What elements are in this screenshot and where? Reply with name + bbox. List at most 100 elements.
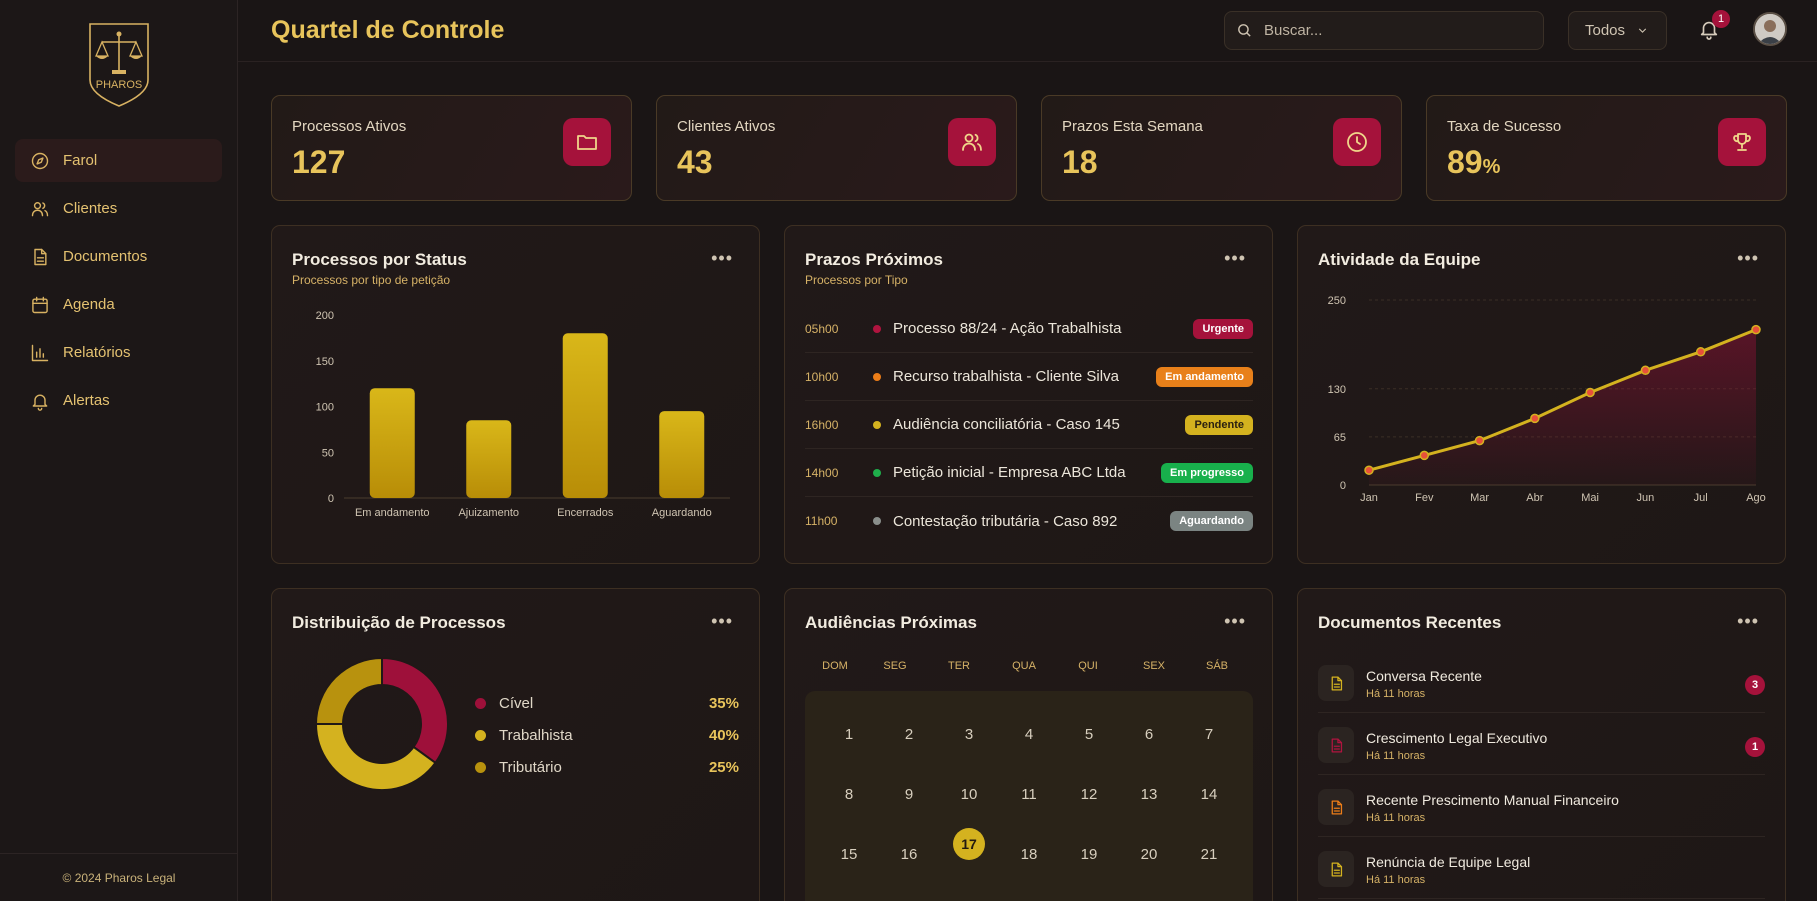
sidebar-item-alertas[interactable]: Alertas: [15, 379, 222, 422]
sidebar-item-clientes[interactable]: Clientes: [15, 187, 222, 230]
sidebar-item-agenda[interactable]: Agenda: [15, 283, 222, 326]
bell-icon: [1700, 21, 1718, 40]
more-options-icon[interactable]: •••: [1224, 248, 1246, 268]
pie-slice[interactable]: [314, 723, 437, 791]
deadline-time: 14h00: [805, 465, 839, 480]
deadline-row[interactable]: 10h00 Recurso trabalhista - Cliente Silva…: [805, 353, 1253, 401]
document-row[interactable]: Renúncia de Equipe Legal Há 11 horas: [1318, 845, 1765, 899]
series-line: [1368, 328, 1757, 472]
search-input[interactable]: [1264, 22, 1524, 39]
bar[interactable]: [369, 388, 415, 498]
calendar-day[interactable]: 8: [844, 786, 854, 803]
more-options-icon[interactable]: •••: [1737, 611, 1759, 631]
bar[interactable]: [562, 333, 608, 498]
bar[interactable]: [466, 420, 512, 498]
calendar-day[interactable]: 5: [1084, 726, 1094, 743]
calendar-day[interactable]: 18: [1020, 846, 1038, 863]
calendar-day[interactable]: 11: [1021, 786, 1037, 803]
notifications-button[interactable]: [1698, 18, 1722, 42]
calendar-day[interactable]: 6: [1144, 726, 1154, 743]
status-badge: Em progresso: [1161, 462, 1253, 483]
pie-slice[interactable]: [381, 656, 449, 765]
bar[interactable]: [659, 411, 705, 498]
sidebar-item-relatorios[interactable]: Relatórios: [15, 331, 222, 374]
more-options-icon[interactable]: •••: [711, 248, 733, 268]
calendar-weekday: QUA: [1012, 660, 1036, 672]
calendar-day[interactable]: 14: [1200, 786, 1218, 803]
sidebar-item-documentos[interactable]: Documentos: [15, 235, 222, 278]
y-tick-label: 50: [322, 447, 334, 459]
data-point[interactable]: [1585, 387, 1595, 398]
legend-value: 40%: [708, 726, 739, 744]
x-tick-label: Aguardando: [652, 507, 712, 519]
calendar-day[interactable]: 13: [1140, 786, 1158, 803]
calendar-weekday: SÁB: [1205, 660, 1228, 672]
user-avatar-icon: [1755, 14, 1785, 44]
calendar-day[interactable]: 10: [960, 786, 978, 803]
calendar-day[interactable]: 9: [904, 786, 914, 803]
data-point[interactable]: [1474, 435, 1485, 446]
x-tick-label: Encerrados: [557, 507, 614, 519]
legend-item: Tributário 25%: [475, 757, 739, 777]
calendar-day[interactable]: 1: [844, 726, 854, 743]
stat-value: 89%: [1447, 144, 1501, 180]
data-point[interactable]: [1364, 465, 1374, 475]
x-tick-label: Ajuizamento: [458, 507, 519, 519]
stat-label: Clientes Ativos: [677, 118, 776, 135]
calendar-day[interactable]: 2: [904, 726, 914, 743]
calendar-day[interactable]: 21: [1200, 846, 1218, 863]
bell-icon: [32, 394, 48, 411]
legend-swatch: [475, 761, 486, 773]
deadline-row[interactable]: 14h00 Petição inicial - Empresa ABC Ltda E…: [805, 449, 1253, 497]
more-options-icon[interactable]: •••: [1224, 611, 1246, 631]
calendar-day[interactable]: 16: [900, 846, 918, 863]
stat-icon-box: [1718, 118, 1766, 166]
avatar[interactable]: [1753, 12, 1787, 46]
data-point[interactable]: [1640, 365, 1651, 376]
calendar-day[interactable]: 15: [840, 846, 858, 863]
calendar-day[interactable]: 7: [1204, 726, 1214, 743]
document-row[interactable]: Recente Prescimento Manual Financeiro Há …: [1318, 783, 1765, 837]
more-options-icon[interactable]: •••: [1737, 248, 1759, 268]
calendar-day[interactable]: 4: [1024, 726, 1034, 743]
document-title: Recente Prescimento Manual Financeiro: [1366, 792, 1619, 808]
deadline-row[interactable]: 16h00 Audiência conciliatória - Caso 145 P…: [805, 401, 1253, 449]
deadline-title: Audiência conciliatória - Caso 145: [893, 416, 1120, 433]
area-fill: [1369, 329, 1756, 485]
calendar-day-today[interactable]: 17: [953, 828, 985, 860]
legend-swatch: [475, 697, 486, 709]
sidebar-nav: Farol Clientes Documentos Agenda Relatór…: [15, 139, 222, 427]
card-subtitle: Processos por Tipo: [805, 273, 908, 287]
document-icon-box: [1318, 789, 1354, 825]
document-row[interactable]: Conversa Recente Há 11 horas 3: [1318, 659, 1765, 713]
document-title: Renúncia de Equipe Legal: [1366, 854, 1531, 870]
data-point[interactable]: [1751, 324, 1761, 335]
document-icon-box: [1318, 665, 1354, 701]
distribution-card: Distribuição de Processos ••• Cível 35% Tr…: [271, 588, 760, 901]
data-point[interactable]: [1530, 413, 1540, 424]
calendar-day[interactable]: 19: [1080, 846, 1098, 863]
stat-label: Prazos Esta Semana: [1062, 118, 1203, 135]
bar-chart-icon: [31, 344, 49, 361]
deadline-row[interactable]: 11h00 Contestação tributária - Caso 892 Ag…: [805, 497, 1253, 545]
deadline-row[interactable]: 05h00 Processo 88/24 - Ação Trabalhista Ur…: [805, 305, 1253, 353]
pie-slice[interactable]: [314, 656, 383, 725]
more-options-icon[interactable]: •••: [711, 611, 733, 631]
data-point[interactable]: [1695, 347, 1706, 357]
calendar-day[interactable]: 20: [1140, 846, 1158, 863]
stat-icon-box: [948, 118, 996, 166]
calendar-day[interactable]: 12: [1080, 786, 1098, 803]
filter-dropdown[interactable]: Todos: [1568, 11, 1667, 50]
document-row[interactable]: Crescimento Legal Executivo Há 11 horas 1: [1318, 721, 1765, 775]
sidebar-item-farol[interactable]: Farol: [15, 139, 222, 182]
status-dot: [873, 324, 881, 333]
deadline-title: Contestação tributária - Caso 892: [893, 512, 1118, 530]
file-icon: [1331, 675, 1342, 691]
data-point[interactable]: [1419, 450, 1430, 461]
x-tick-label: Jun: [1637, 492, 1655, 504]
sidebar: PHAROS Farol Clientes Documentos Agenda …: [0, 0, 238, 901]
deadlines-card: Prazos Próximos Processos por Tipo ••• 0…: [784, 225, 1273, 564]
calendar-day[interactable]: 3: [964, 726, 974, 743]
legend-item: Cível 35%: [475, 693, 739, 713]
legend-label: Trabalhista: [499, 726, 573, 744]
